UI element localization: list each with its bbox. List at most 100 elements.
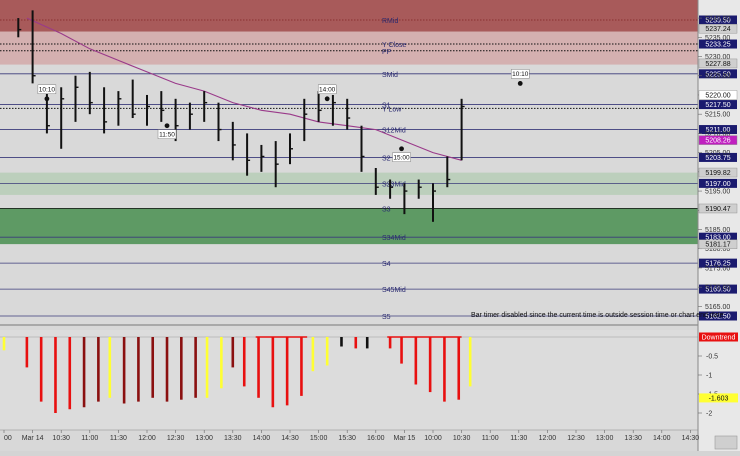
ohlc-bar — [131, 79, 136, 119]
x-tick-label: 14:00 — [653, 435, 671, 442]
level-label: S23Mid — [382, 181, 406, 188]
axis-tag-text: 5199.82 — [705, 170, 730, 177]
time-marker: 15:00 — [392, 146, 411, 162]
level-price-text: 5239.50 — [705, 18, 730, 25]
marker-label-box — [511, 69, 530, 79]
ohlc-bar — [117, 91, 122, 126]
ohlc-bar — [346, 98, 351, 130]
ohlc-bar — [74, 75, 79, 122]
marker-label-box — [317, 84, 337, 95]
x-tick-label: 11:30 — [510, 435, 527, 442]
level-price-text: 5183.00 — [705, 235, 730, 242]
y-tick-label: 5165.00 — [705, 304, 730, 311]
ohlc-bar — [217, 102, 222, 142]
axis-tag — [698, 167, 738, 178]
marker-dot — [517, 81, 523, 86]
x-tick-label: 10:30 — [52, 435, 70, 442]
level-label: S2 — [382, 155, 391, 162]
level-price-text: 5176.25 — [705, 261, 730, 268]
ohlc-bar — [417, 179, 422, 199]
level-price-text: 5225.50 — [705, 71, 730, 78]
x-tick-label: 14:00 — [253, 435, 271, 442]
time-marker: 10:10 — [511, 69, 530, 86]
y-tick-label: 5215.00 — [705, 112, 730, 119]
ohlc-bar — [260, 144, 265, 172]
x-tick-label: Mar 14 — [22, 435, 44, 442]
level-price-tag — [699, 311, 737, 321]
level-label: Y Close — [382, 42, 406, 49]
axis-tag — [698, 58, 738, 69]
zone-top — [0, 0, 698, 32]
x-tick-label: 12:30 — [567, 435, 585, 442]
ohlc-bar — [274, 141, 279, 188]
scroll-corner[interactable] — [714, 435, 738, 450]
y-tick-label: 5195.00 — [705, 189, 730, 196]
level-label: S5 — [382, 314, 391, 321]
ohlc-bar — [289, 133, 293, 165]
bar-timer-note: Bar timer disabled since the current tim… — [471, 312, 724, 319]
x-tick-label: 12:00 — [138, 435, 156, 442]
y-tick-label: 5185.00 — [705, 227, 730, 234]
marker-label: 10:10 — [512, 71, 529, 78]
x-tick-label: 00 — [4, 435, 12, 442]
x-tick-label: 10:00 — [424, 435, 442, 442]
ohlc-bar — [460, 98, 465, 161]
level-label: S45Mid — [382, 287, 406, 294]
time-marker: 11:50 — [157, 123, 177, 139]
marker-dot — [44, 96, 50, 102]
marker-dot — [324, 96, 330, 102]
level-price-tag — [699, 69, 737, 79]
indicator-tick-label: -0.5 — [706, 354, 718, 361]
axis-tag-text: 5220.00 — [705, 92, 730, 99]
level-price-text: 5217.50 — [705, 102, 730, 109]
ohlc-bar — [374, 168, 379, 195]
y-tick-label: 5210.00 — [705, 131, 730, 138]
level-label: S1 — [382, 103, 391, 110]
ohlc-bar — [432, 183, 436, 222]
y-tick-label: 5205.00 — [705, 150, 730, 157]
x-tick-label: 13:30 — [224, 435, 242, 442]
level-price-text: 5169.50 — [705, 287, 730, 294]
level-label: RMid — [382, 18, 398, 25]
ohlc-bar — [146, 94, 150, 126]
indicator-panel — [0, 330, 698, 430]
x-tick-label: 13:30 — [624, 435, 642, 442]
y-tick-label: 5230.00 — [705, 54, 730, 61]
level-label: S3 — [382, 206, 391, 213]
time-axis[interactable]: 00 Mar 14 10:30 11:00 11:30 12:00 12:30 13:00 13… — [0, 429, 699, 442]
y-tick-label: 5225.00 — [705, 73, 730, 80]
price-bars — [17, 10, 465, 222]
indicator-tick-label: -2 — [706, 411, 712, 418]
y-tick-label: 5240.00 — [705, 16, 730, 23]
ohlc-bar — [88, 71, 93, 115]
price-axis[interactable]: 5239.50 5233.25 5225.50 5217.50 5211.00 5203.… — [698, 15, 738, 321]
zone-s3-s34mid — [0, 208, 698, 245]
indicator-tag — [699, 332, 738, 342]
level-label: SMid — [382, 72, 398, 79]
marker-label-box — [37, 84, 57, 95]
level-price-text: 5211.00 — [706, 127, 731, 134]
x-tick-label: 15:00 — [310, 435, 328, 442]
ohlc-bar — [317, 91, 322, 122]
x-tick-label: 13:00 — [596, 435, 614, 442]
marker-label: 14:00 — [319, 87, 336, 94]
level-label: S4 — [382, 261, 391, 268]
level-price-tag — [699, 152, 737, 162]
ohlc-bar — [17, 18, 22, 38]
indicator-tag-text: Downtrend — [702, 335, 736, 342]
level-price-text: 5197.00 — [705, 181, 730, 188]
ohlc-bar — [160, 91, 165, 122]
level-label: Y Low — [382, 106, 402, 113]
marker-dot — [164, 123, 170, 129]
ma-path — [26, 17, 462, 161]
level-price-tag — [699, 178, 737, 188]
ohlc-bar — [303, 98, 308, 142]
level-price-tag — [699, 15, 737, 25]
ohlc-bar — [31, 10, 36, 84]
marker-label-box — [157, 129, 177, 139]
y-tick-label: 5180.00 — [705, 246, 730, 253]
